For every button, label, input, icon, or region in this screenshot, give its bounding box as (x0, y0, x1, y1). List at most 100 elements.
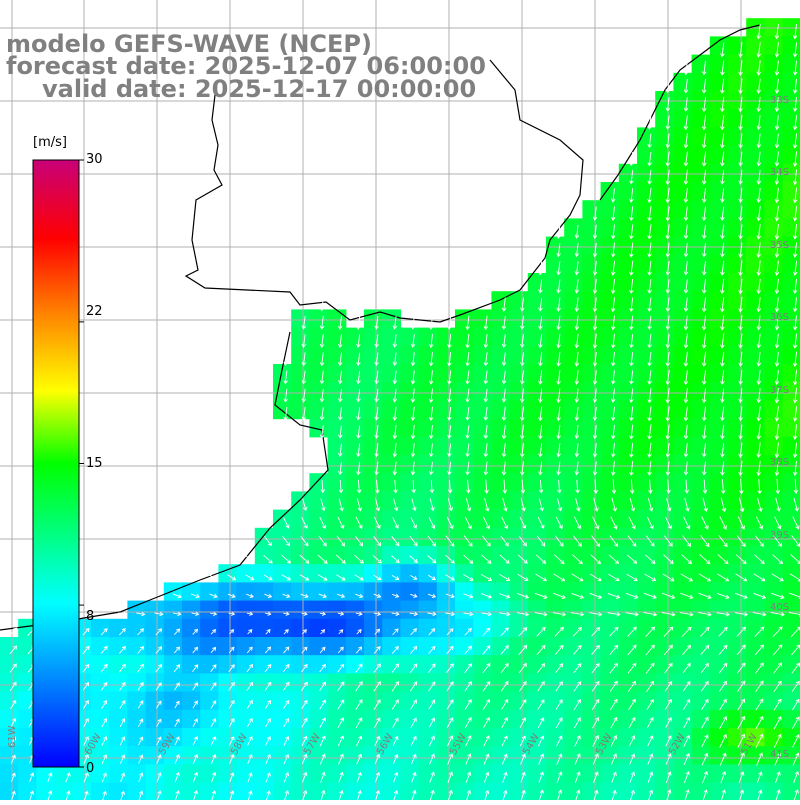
wind-cell (200, 728, 219, 747)
wind-cell (218, 601, 237, 620)
wind-cell (764, 55, 783, 74)
wind-cell (783, 273, 800, 292)
wind-cell (692, 237, 711, 256)
wind-cell (18, 783, 37, 800)
wind-cell (419, 346, 438, 365)
wind-cell (710, 364, 729, 383)
wind-cell (546, 346, 565, 365)
wind-cell (528, 437, 547, 456)
wind-cell (710, 309, 729, 328)
wind-cell (673, 146, 692, 165)
wind-cell (309, 382, 328, 401)
wind-cell (692, 346, 711, 365)
wind-cell (637, 528, 656, 547)
wind-cell (783, 637, 800, 656)
wind-cell (655, 528, 674, 547)
wind-cell (582, 491, 601, 510)
wind-cell (309, 309, 328, 328)
wind-cell (491, 291, 510, 310)
wind-cell (637, 127, 656, 146)
wind-cell (582, 473, 601, 492)
wind-cell (255, 764, 274, 783)
wind-cell (637, 419, 656, 438)
wind-cell (728, 437, 747, 456)
wind-cell (710, 182, 729, 201)
wind-cell (164, 710, 183, 729)
wind-cell (673, 91, 692, 110)
wind-cell (728, 200, 747, 219)
wind-cell (673, 473, 692, 492)
wind-cell (473, 473, 492, 492)
wind-cell (783, 564, 800, 583)
wind-cell (146, 692, 165, 711)
wind-cell (546, 419, 565, 438)
wind-cell (655, 437, 674, 456)
wind-cell (346, 764, 365, 783)
wind-cell (419, 419, 438, 438)
wind-cell (728, 164, 747, 183)
wind-cell (783, 582, 800, 601)
wind-cell (0, 783, 19, 800)
wind-cell (619, 200, 638, 219)
wind-cell (328, 473, 347, 492)
wind-cell (419, 619, 438, 638)
wind-cell (783, 255, 800, 274)
wind-cell (783, 673, 800, 692)
wind-cell (364, 601, 383, 620)
wind-cell (364, 528, 383, 547)
wind-cell (510, 328, 529, 347)
wind-cell (364, 437, 383, 456)
wind-cell (619, 309, 638, 328)
wind-cell (582, 400, 601, 419)
wind-cell (382, 437, 401, 456)
wind-cell (364, 764, 383, 783)
wind-cell (164, 601, 183, 620)
wind-cell (182, 619, 201, 638)
wind-cell (673, 619, 692, 638)
wind-cell (291, 783, 310, 800)
wind-cell (637, 491, 656, 510)
wind-cell (764, 127, 783, 146)
wind-cell (582, 309, 601, 328)
wind-cell (419, 364, 438, 383)
wind-cell (546, 400, 565, 419)
wind-cell (419, 601, 438, 620)
wind-cell (692, 510, 711, 529)
wind-cell (619, 255, 638, 274)
wind-cell (601, 437, 620, 456)
wind-cell (164, 764, 183, 783)
wind-cell (127, 619, 146, 638)
wind-cell (473, 382, 492, 401)
wind-cell (582, 437, 601, 456)
wind-cell (746, 146, 765, 165)
wind-cell (728, 364, 747, 383)
wind-cell (473, 764, 492, 783)
wind-cell (255, 601, 274, 620)
wind-cell (437, 619, 456, 638)
wind-cell (328, 582, 347, 601)
lat-label-35s: 35S (770, 241, 789, 251)
wind-cell (328, 528, 347, 547)
lat-label-36s: 36S (770, 313, 789, 323)
wind-cell (200, 710, 219, 729)
wind-cell (673, 109, 692, 128)
wind-cell (692, 200, 711, 219)
wind-cell (109, 728, 128, 747)
wind-cell (200, 783, 219, 800)
wind-cell (637, 564, 656, 583)
wind-cell (346, 528, 365, 547)
wind-cell (455, 437, 474, 456)
wind-cell (273, 528, 292, 547)
wind-cell (419, 400, 438, 419)
wind-cell (582, 510, 601, 529)
wind-cell (437, 455, 456, 474)
wind-cell (764, 218, 783, 237)
wind-cell (400, 746, 419, 765)
wind-cell (255, 637, 274, 656)
wind-cell (764, 692, 783, 711)
wind-cell (55, 783, 74, 800)
wind-cell (127, 783, 146, 800)
wind-cell (437, 528, 456, 547)
wind-cell (582, 382, 601, 401)
